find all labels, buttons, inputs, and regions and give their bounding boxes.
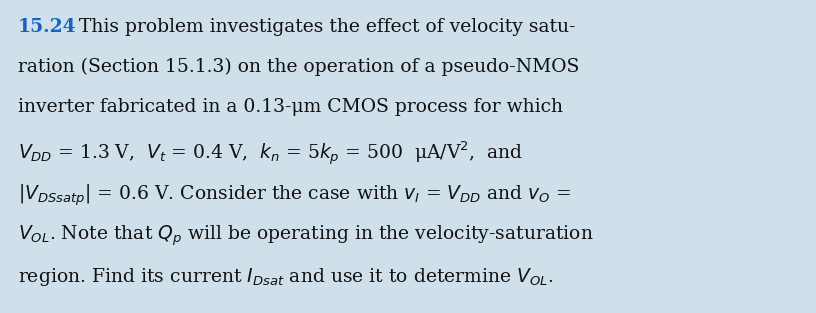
Text: inverter fabricated in a 0.13-μm CMOS process for which: inverter fabricated in a 0.13-μm CMOS pr… — [18, 98, 563, 116]
Text: $|V_{DSsatp}|$ = 0.6 V. Consider the case with $v_I$ = $V_{DD}$ and $v_O$ =: $|V_{DSsatp}|$ = 0.6 V. Consider the cas… — [18, 182, 571, 208]
Text: 15.24: 15.24 — [18, 18, 77, 36]
Text: $V_{DD}$ = 1.3 V,  $V_t$ = 0.4 V,  $k_n$ = 5$k_p$ = 500  μA/V$^2$,  and: $V_{DD}$ = 1.3 V, $V_t$ = 0.4 V, $k_n$ =… — [18, 140, 523, 168]
Text: ration (Section 15.1.3) on the operation of a pseudo-NMOS: ration (Section 15.1.3) on the operation… — [18, 58, 579, 76]
Text: region. Find its current $I_{Dsat}$ and use it to determine $V_{OL}$.: region. Find its current $I_{Dsat}$ and … — [18, 266, 554, 288]
Text: This problem investigates the effect of velocity satu-: This problem investigates the effect of … — [73, 18, 575, 36]
Text: $V_{OL}$. Note that $Q_p$ will be operating in the velocity-saturation: $V_{OL}$. Note that $Q_p$ will be operat… — [18, 224, 594, 249]
